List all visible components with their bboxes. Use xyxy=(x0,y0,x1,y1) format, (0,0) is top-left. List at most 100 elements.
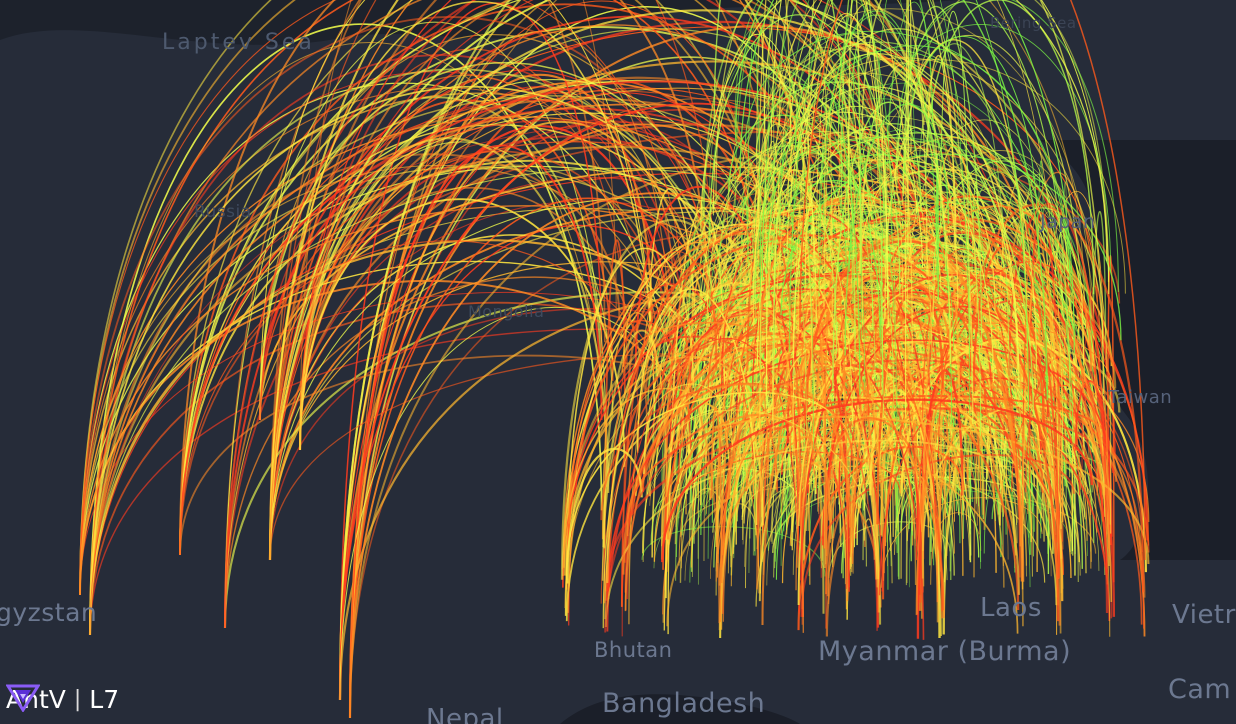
flight-arc xyxy=(816,14,888,309)
flight-arc xyxy=(860,138,904,303)
flight-arc xyxy=(709,0,973,385)
flight-arc xyxy=(700,0,1108,262)
flight-arc xyxy=(702,66,876,378)
flight-arc xyxy=(761,273,953,626)
flight-arc xyxy=(757,57,1108,372)
flight-arc xyxy=(684,309,1146,598)
flight-arc xyxy=(680,250,1112,525)
flight-arc xyxy=(700,131,942,313)
flight-arc xyxy=(269,1,655,561)
flight-arc xyxy=(178,0,1095,556)
flight-arc xyxy=(774,36,947,292)
flight-arc xyxy=(768,183,838,355)
flight-arc xyxy=(562,274,1042,588)
flight-arc xyxy=(829,417,945,611)
flight-arc xyxy=(757,0,793,284)
flight-arc xyxy=(339,2,603,701)
flight-arc xyxy=(850,346,1104,576)
antv-l7-logo[interactable]: AntV | L7 xyxy=(6,682,119,716)
flight-arc xyxy=(816,227,1111,557)
flight-arc xyxy=(927,54,956,251)
flight-arc xyxy=(788,0,934,352)
flight-arc xyxy=(755,427,1089,607)
flight-arc xyxy=(686,468,802,510)
flight-arc xyxy=(697,435,760,594)
flight-arc xyxy=(708,136,1093,346)
flight-arc xyxy=(79,0,784,596)
flight-arc xyxy=(338,0,952,701)
flight-arc xyxy=(565,247,695,581)
flight-arc xyxy=(269,0,606,561)
flight-arc xyxy=(800,370,878,555)
flight-arc xyxy=(663,415,1150,565)
flight-arc xyxy=(1021,327,1031,574)
logo-separator: | xyxy=(73,686,82,712)
flight-arc xyxy=(734,0,866,390)
flight-arc xyxy=(878,377,1081,596)
flight-arc xyxy=(560,218,750,580)
flight-arc xyxy=(804,240,1060,622)
flight-arc xyxy=(937,278,1058,543)
flight-arc xyxy=(624,344,850,611)
flight-arc xyxy=(259,0,656,422)
flight-arc xyxy=(621,337,771,600)
flight-arc xyxy=(844,103,950,356)
flight-arc xyxy=(179,26,1098,556)
flight-arc xyxy=(849,325,925,569)
flight-arc xyxy=(269,0,717,561)
flight-arc xyxy=(608,250,727,600)
flight-arc xyxy=(900,366,1150,522)
flight-arc xyxy=(940,10,970,357)
flight-arc xyxy=(828,521,951,578)
bay-of-bengal xyxy=(560,694,800,724)
flight-arc xyxy=(663,326,895,631)
flight-arc xyxy=(79,82,681,596)
flight-arc xyxy=(772,88,856,437)
flight-arc xyxy=(299,0,1029,451)
flight-arc xyxy=(799,0,1146,561)
flight-arc xyxy=(712,148,1058,251)
flight-arc xyxy=(652,275,1143,553)
flight-arc xyxy=(840,0,884,395)
flight-arc xyxy=(792,0,887,440)
flight-arc xyxy=(824,104,833,329)
flight-arc xyxy=(747,42,762,370)
flight-arc xyxy=(822,305,1049,546)
flight-arc xyxy=(895,448,1051,551)
flight-arc xyxy=(896,1,1071,421)
flight-arc xyxy=(661,398,1094,563)
logo-product: L7 xyxy=(89,684,120,714)
flight-arc xyxy=(667,414,831,540)
flight-arc xyxy=(752,0,925,327)
flight-arc xyxy=(339,0,1086,701)
flight-arc xyxy=(179,0,708,556)
flight-arc xyxy=(852,53,862,340)
flight-arc xyxy=(224,187,648,629)
flight-arc xyxy=(776,8,1092,319)
flight-arc xyxy=(885,57,909,271)
flight-arc xyxy=(1109,375,1112,534)
flight-arc xyxy=(602,251,842,629)
flight-arc xyxy=(789,0,1110,294)
flight-arc xyxy=(896,0,1119,293)
flight-arc xyxy=(916,369,996,615)
flight-arc xyxy=(89,86,716,636)
flight-arc xyxy=(834,276,939,603)
flight-arc xyxy=(905,0,912,419)
flight-arc xyxy=(935,155,939,301)
flight-arc xyxy=(759,98,1047,390)
flight-arc xyxy=(566,355,764,613)
flight-arc xyxy=(858,156,996,310)
flight-arc xyxy=(259,62,773,476)
flight-arc xyxy=(713,0,856,358)
flight-arc xyxy=(838,0,1029,411)
flight-arc xyxy=(759,139,955,351)
antv-logo-icon xyxy=(6,684,40,712)
flight-arc xyxy=(819,14,953,425)
flight-arc xyxy=(299,0,617,451)
flight-arc xyxy=(792,129,924,359)
flight-arc xyxy=(808,0,1064,450)
flight-arc xyxy=(716,322,1115,578)
flight-arc xyxy=(621,322,945,618)
